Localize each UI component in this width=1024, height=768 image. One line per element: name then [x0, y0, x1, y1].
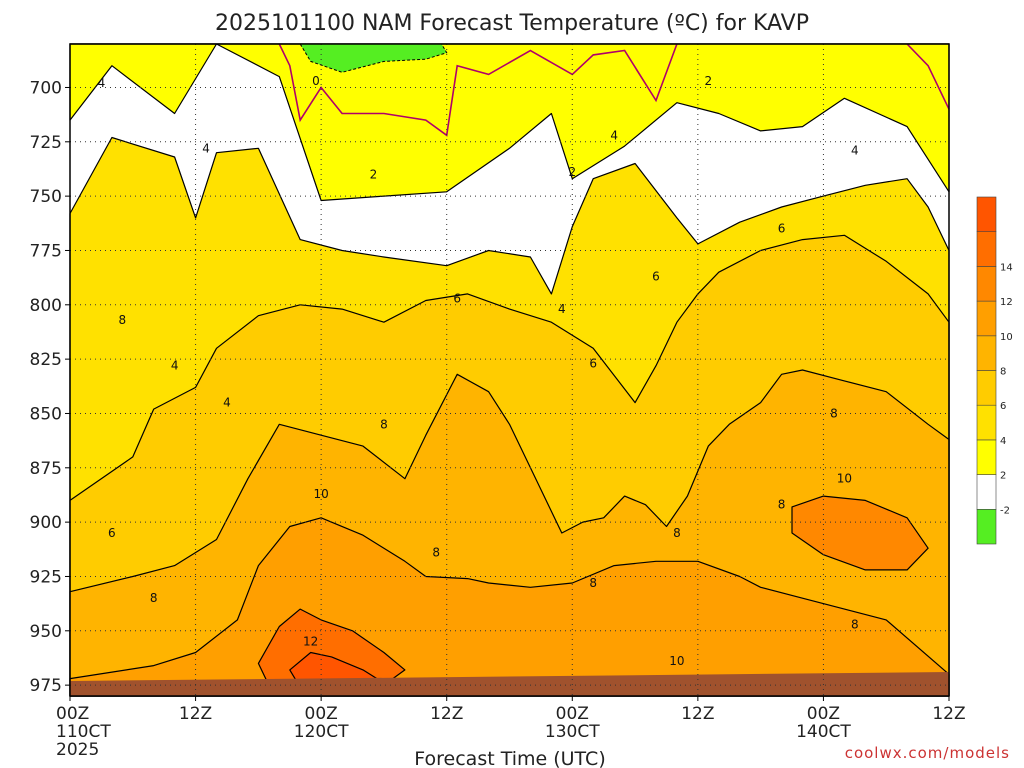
y-tick-label: 750	[30, 187, 62, 207]
colorbar-swatch	[976, 439, 997, 475]
ground-surface	[70, 672, 949, 696]
contour-label: 8	[778, 498, 786, 512]
contour-labels: 0 2 2 2 4 4 4 4 4 4 4 6 6 6 6 6 8 8 8 8 8 8 8 8 8 10 10 10 12	[98, 74, 859, 668]
colorbar-swatch	[976, 231, 997, 267]
contour-label: 8	[432, 546, 440, 560]
colorbar-label: 10	[1000, 332, 1013, 343]
contour-label: 8	[851, 617, 859, 631]
y-tick-label: 875	[30, 459, 62, 479]
subfreezing-region	[299, 43, 448, 73]
y-tick-label: 800	[30, 296, 62, 316]
contour-label: 8	[830, 406, 838, 420]
colorbar: -2 2 4 6 8 10 12 14	[976, 196, 1013, 545]
y-tick-label: 900	[30, 513, 62, 533]
temp-band-2-1	[69, 43, 950, 202]
contour-label: 6	[108, 526, 116, 540]
chart-title: 2025101100 NAM Forecast Temperature (ºC)…	[215, 11, 809, 36]
contour-label: 8	[673, 526, 681, 540]
contour-label: 10	[314, 487, 329, 501]
y-tick-label: 700	[30, 78, 62, 98]
contour-label: 2	[568, 165, 576, 179]
colorbar-swatch	[976, 196, 997, 233]
colorbar-label: 4	[1000, 436, 1006, 447]
x-tick-label: 00Z	[556, 704, 589, 724]
y-tick-label: 925	[30, 567, 62, 587]
contour-label: 8	[119, 313, 127, 327]
colorbar-label: 2	[1000, 471, 1006, 482]
contour-label: 0	[312, 74, 320, 88]
contour-label: 8	[380, 417, 388, 431]
colorbar-swatch	[976, 508, 997, 545]
contour-label: 8	[150, 591, 158, 605]
contour-label: 4	[223, 396, 231, 410]
contour-label: 12	[303, 635, 318, 649]
x-tick-label: 140CT	[796, 722, 851, 742]
y-tick-label: 825	[30, 350, 62, 370]
colorbar-swatch	[976, 335, 997, 371]
x-tick-label: 12Z	[932, 704, 965, 724]
plot-frame	[69, 43, 950, 697]
y-tick-label: 775	[30, 241, 62, 261]
contour-label: 10	[669, 654, 684, 668]
colorbar-label: 6	[1000, 401, 1006, 412]
contour-label: 6	[778, 222, 786, 236]
contour-label: 4	[171, 359, 179, 373]
contour-label: 4	[98, 76, 106, 90]
x-tick-label: 2025	[56, 740, 99, 760]
y-tick-label: 975	[30, 676, 62, 696]
colorbar-swatch	[976, 474, 997, 510]
x-tick-label: 12Z	[430, 704, 463, 724]
contour-label: 6	[652, 270, 660, 284]
contour-label: 2	[370, 167, 378, 181]
y-tick-label: 725	[30, 133, 62, 153]
contour-label: 4	[202, 141, 210, 155]
plot-area	[69, 43, 950, 697]
contour-label: 2	[705, 74, 713, 88]
contour-label: 6	[453, 291, 461, 305]
freezing-line	[278, 43, 678, 137]
y-tick-label: 850	[30, 404, 62, 424]
contour-label: 8	[589, 576, 597, 590]
contour-label: 4	[558, 302, 566, 316]
y-axis: 700 725 750 775 800 825 850 875 900 925 950 975	[30, 78, 70, 696]
colorbar-label: 8	[1000, 367, 1006, 378]
x-tick-label: 110CT	[56, 722, 111, 742]
colorbar-swatch	[976, 300, 997, 337]
colorbar-label: 14	[1000, 262, 1013, 273]
contour-label: 4	[851, 143, 859, 157]
temp-band-10-6	[791, 495, 929, 571]
colorbar-swatch	[976, 370, 997, 406]
colorbar-swatch	[976, 404, 997, 441]
x-tick-label: 130CT	[545, 722, 600, 742]
x-tick-label: 12Z	[681, 704, 714, 724]
colorbar-swatch	[976, 266, 997, 302]
x-tick-label: 00Z	[56, 704, 89, 724]
x-tick-label: 12Z	[179, 704, 212, 724]
freezing-line-right	[906, 43, 950, 110]
colorbar-label: -2	[1000, 505, 1010, 516]
contour-label: 6	[589, 356, 597, 370]
credit-text: coolwx.com/models	[845, 744, 1010, 762]
colorbar-label: 12	[1000, 297, 1013, 308]
x-tick-label: 120CT	[294, 722, 349, 742]
contour-label: 10	[837, 472, 852, 486]
x-tick-label: 00Z	[807, 704, 840, 724]
y-tick-label: 950	[30, 622, 62, 642]
x-tick-label: 00Z	[305, 704, 338, 724]
x-axis-label: Forecast Time (UTC)	[414, 748, 605, 768]
contour-label: 4	[610, 128, 618, 142]
